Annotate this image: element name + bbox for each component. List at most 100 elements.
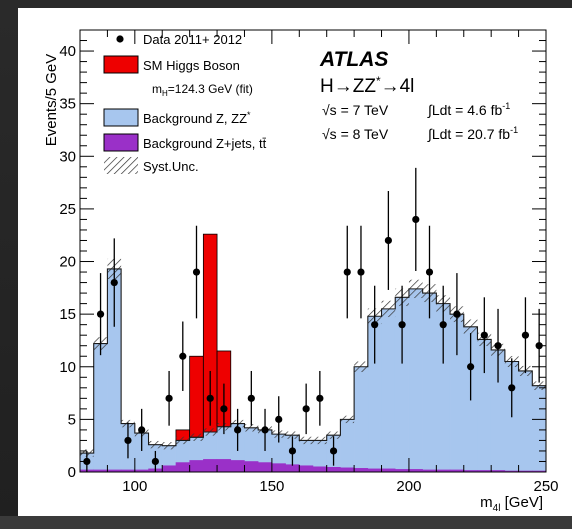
- legend-item-zjets: Background Z+jets, tt̄: [103, 133, 267, 152]
- data-point: [302, 405, 310, 413]
- data-point: [275, 415, 283, 423]
- bar-zjets: [271, 463, 286, 473]
- data-point: [96, 310, 105, 318]
- legend-data-label: Data 2011+ 2012: [143, 32, 242, 47]
- process-label: H→ZZ*→4l: [320, 74, 414, 97]
- bar-zjets: [189, 460, 204, 473]
- data-point: [124, 436, 132, 445]
- bar-zjets: [161, 465, 177, 473]
- data-point: [521, 331, 530, 339]
- bar-zjets: [353, 468, 369, 473]
- x-axis-title-sub: 4l: [493, 503, 501, 514]
- bar-zjets: [175, 462, 190, 473]
- lumi-2012-exp: -1: [510, 125, 518, 135]
- y-tick-label: 35: [59, 96, 76, 113]
- legend-zz-label: Background Z, ZZ*: [143, 110, 251, 126]
- bar-zjets: [244, 461, 259, 473]
- lumi-2012-ldt: ∫Ldt = 20.7 fb-1: [427, 125, 518, 142]
- lumi-2012-sqrt: √s = 8 TeV: [322, 126, 389, 142]
- atlas-annotation: ATLAS H→ZZ*→4l √s = 7 TeV ∫Ldt = 4.6 fb-…: [319, 48, 518, 142]
- bar-zjets: [299, 465, 314, 473]
- data-point: [261, 426, 269, 434]
- bar-higgs: [189, 355, 204, 438]
- axes: 0 5 10 15 20 25 30 35 40 100 150 200 250: [59, 29, 559, 495]
- stacked-histogram: [79, 233, 547, 473]
- bottom-strip: [0, 516, 572, 529]
- legend-item-zz: Background Z, ZZ*: [103, 108, 251, 127]
- y-tick-label: 10: [59, 359, 76, 376]
- legend: Data 2011+ 2012 SM Higgs Boson mH=124.3 …: [103, 32, 267, 174]
- data-point: [412, 215, 420, 224]
- data-point: [220, 405, 228, 413]
- legend-data-marker: [116, 35, 124, 43]
- lumi-2011-exp: -1: [502, 101, 510, 111]
- legend-higgs-label: SM Higgs Boson: [143, 58, 240, 73]
- bar-zz: [422, 292, 437, 473]
- y-axis-title: Events/5 GeV: [43, 54, 60, 147]
- y-tick-label: 30: [59, 148, 76, 165]
- y-tick-label: 15: [59, 306, 76, 323]
- data-point: [234, 426, 242, 434]
- data-point: [467, 363, 475, 371]
- legend-higgs-mass: mH=124.3 GeV (fit): [152, 82, 253, 98]
- data-point: [206, 394, 214, 402]
- data-point: [343, 268, 351, 276]
- x-axis-title: m4l [GeV]: [480, 494, 543, 514]
- process-main: H→ZZ: [320, 76, 376, 97]
- data-point: [494, 342, 502, 350]
- bar-zjets: [326, 467, 341, 473]
- bar-zz: [381, 308, 396, 473]
- y-tick-label: 20: [59, 254, 76, 271]
- data-point: [508, 384, 516, 392]
- bar-zz: [518, 370, 533, 473]
- data-point: [138, 426, 146, 434]
- legend-item-data: Data 2011+ 2012: [116, 32, 242, 47]
- data-point: [151, 457, 159, 466]
- data-point: [329, 447, 338, 455]
- bar-zjets: [203, 459, 218, 473]
- legend-zz-star: *: [247, 110, 251, 120]
- data-point: [398, 321, 406, 329]
- bar-zjets: [257, 462, 273, 473]
- data-point: [288, 447, 297, 455]
- x-tick-label: 100: [122, 478, 147, 495]
- y-tick-label: 40: [59, 43, 76, 60]
- bar-zjets: [230, 460, 245, 473]
- x-tick-label: 150: [259, 478, 284, 495]
- x-axis-title-unit: [GeV]: [500, 494, 543, 511]
- data-point: [425, 268, 434, 276]
- plot-card: 0 5 10 15 20 25 30 35 40 100 150 200 250 Events/5 Ge…: [18, 8, 572, 516]
- bar-zjets: [340, 467, 355, 473]
- data-point: [110, 278, 118, 287]
- legend-higgs-mass-sub: H: [162, 89, 168, 98]
- lumi-2012-ldt-text: ∫Ldt = 20.7 fb: [427, 126, 510, 142]
- background-outline: [80, 268, 546, 454]
- legend-zz-text: Background Z, ZZ: [143, 111, 247, 126]
- lumi-2011-ldt-text: ∫Ldt = 4.6 fb: [427, 102, 502, 118]
- bar-zz: [340, 419, 355, 473]
- data-point: [179, 352, 187, 360]
- x-axis-title-m: m: [480, 494, 493, 511]
- legend-higgs-mass-m: m: [152, 82, 162, 96]
- data-point: [371, 321, 379, 329]
- legend-item-higgs: SM Higgs Boson mH=124.3 GeV (fit): [103, 55, 253, 98]
- legend-higgs-swatch: [103, 55, 139, 74]
- y-tick-label: 25: [59, 201, 76, 218]
- bar-zz: [408, 288, 423, 473]
- bar-zjets: [216, 459, 232, 473]
- legend-item-syst: Syst.Unc.: [104, 157, 199, 174]
- data-point: [384, 236, 392, 245]
- bar-zz: [93, 343, 108, 473]
- data-point: [316, 394, 324, 402]
- process-tail: →4l: [381, 76, 415, 97]
- y-tick-label: 5: [68, 411, 76, 428]
- data-point: [247, 394, 255, 402]
- data-point: [453, 310, 461, 318]
- data-point: [165, 394, 173, 402]
- bar-zz: [353, 366, 369, 473]
- x-tick-label: 200: [396, 478, 421, 495]
- atlas-label: ATLAS: [319, 48, 388, 71]
- bar-zjets: [285, 464, 300, 473]
- process-star: *: [376, 74, 381, 88]
